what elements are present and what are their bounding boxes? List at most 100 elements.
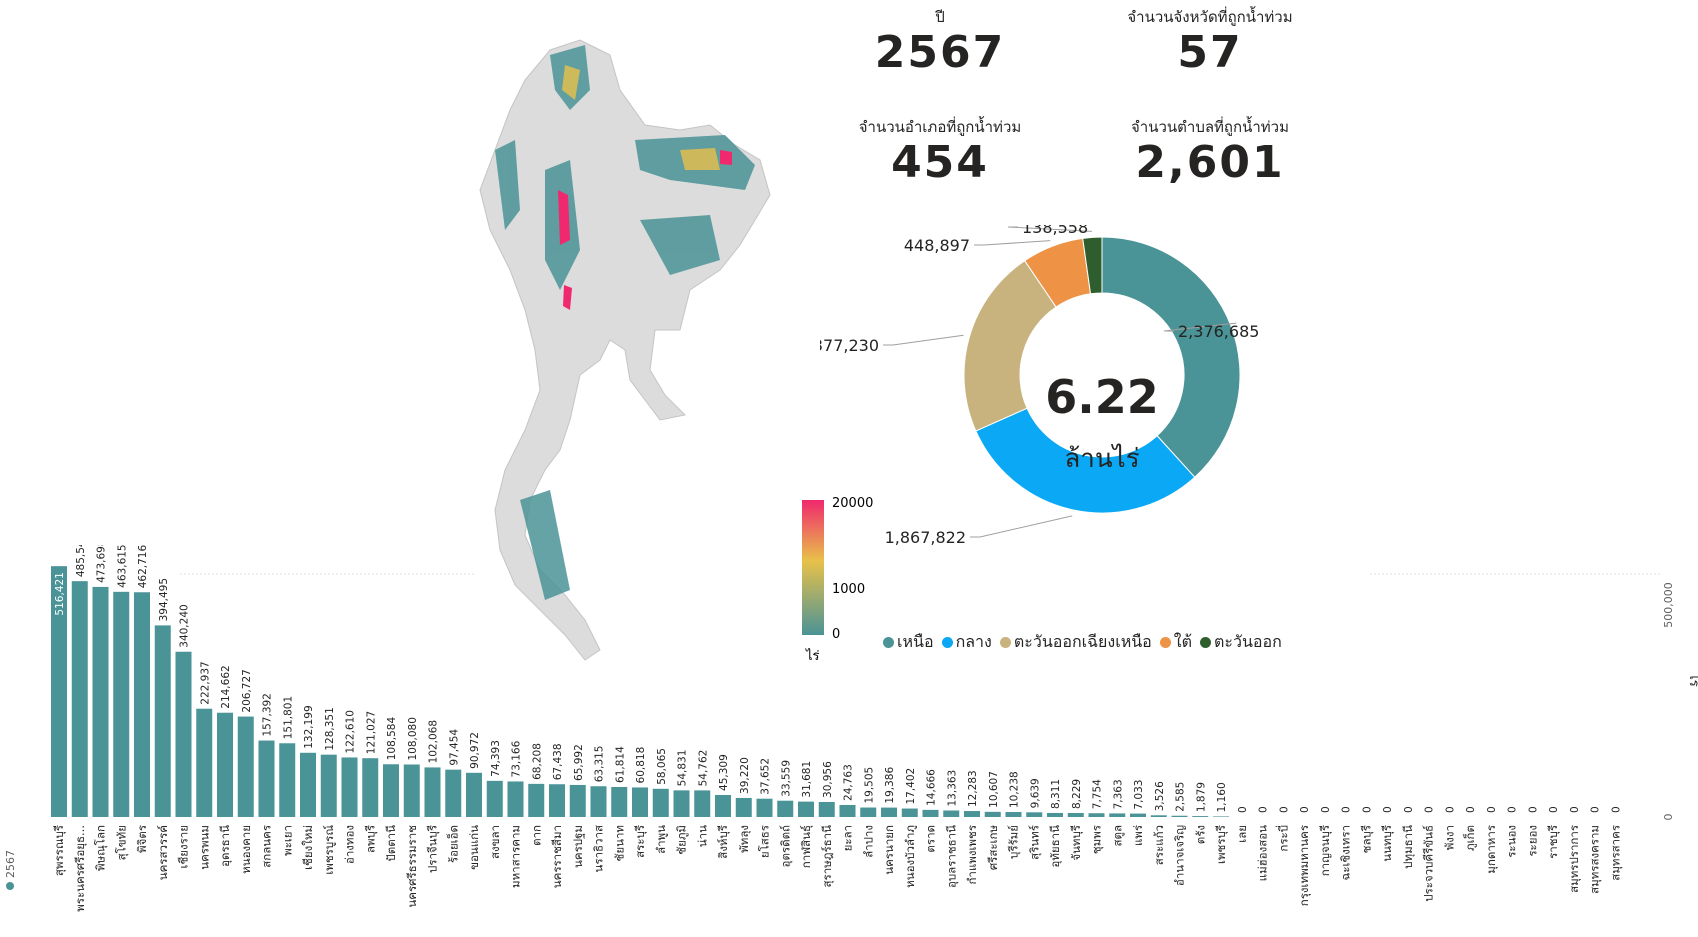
bar[interactable] [694,790,711,817]
bar[interactable] [320,754,337,817]
bar[interactable] [71,581,88,817]
bar-category-label: สระบุรี [633,825,647,858]
bar[interactable] [341,757,358,817]
bar[interactable] [1026,812,1043,817]
bar[interactable] [383,764,399,817]
bar-category-label: หนองบัวลำภู [903,825,917,888]
bar[interactable] [549,784,565,817]
bar[interactable] [445,769,462,817]
bar[interactable] [798,801,814,817]
bar[interactable] [860,807,877,817]
bar-category-label: พระนครศรีอยุธ... [73,825,87,912]
bar-value-label: 0 [1507,806,1519,813]
bar-axis-tick-top: 500,000 [1662,582,1675,628]
bar[interactable] [1192,816,1209,817]
bar[interactable] [735,797,752,817]
bar[interactable] [403,764,420,817]
bar[interactable] [1213,816,1229,817]
kpi-provinces-label: จำนวนจังหวัดที่ถูกน้ำท่วม [1127,8,1293,26]
bar[interactable] [175,651,192,817]
bar-value-label: 8,311 [1050,779,1062,809]
bar[interactable] [217,712,233,817]
bar[interactable] [1130,813,1146,817]
bar-category-label: นครพนม [197,825,211,870]
bar-category-label: ชุมพร [1090,825,1104,854]
bar[interactable] [154,625,171,817]
donut-leader-line [974,240,1051,246]
bar[interactable] [777,800,794,817]
bar[interactable] [113,591,130,817]
bar[interactable] [196,708,213,817]
bar[interactable] [1088,813,1105,817]
bar[interactable] [1171,815,1188,817]
series-tag-label: 2567 [4,850,17,878]
donut-slice[interactable] [1082,236,1103,295]
bar-value-label: 60,818 [635,747,647,784]
legend-item[interactable]: ตะวันออกเฉียงเหนือ [999,630,1152,655]
bar[interactable] [51,566,67,817]
bar[interactable] [652,788,669,817]
bar-category-label: เชียงใหม่ [301,825,315,870]
bar-value-label: 65,992 [573,744,585,781]
bar[interactable] [258,740,275,817]
bar[interactable] [715,794,731,817]
bar[interactable] [466,772,482,817]
bar[interactable] [92,586,109,817]
bar[interactable] [839,804,856,817]
bar[interactable] [486,780,503,817]
bar[interactable] [901,808,918,817]
bar[interactable] [507,781,524,817]
bar[interactable] [590,786,607,817]
bar[interactable] [756,798,773,817]
donut-slice[interactable] [975,407,1196,514]
bar[interactable] [528,783,545,817]
bar[interactable] [424,767,441,817]
bar-category-label: สงขลา [488,825,502,859]
bar[interactable] [611,786,628,817]
bar[interactable] [673,790,690,817]
bar[interactable] [632,787,648,817]
bar[interactable] [1067,813,1084,817]
bar[interactable] [964,811,980,817]
legend-item[interactable]: ใต้ [1159,630,1192,655]
legend-item[interactable]: เหนือ [883,630,934,655]
bar[interactable] [569,784,586,817]
donut-slice[interactable] [1101,236,1241,478]
donut-leader-line [1163,322,1237,332]
province-bar-chart[interactable]: 516,421 485,548 473,698 463,615 462,716 394,4… [0,545,1698,937]
bar-category-label: สมุทรสงคราม [1588,825,1602,894]
bar-value-label: 61,814 [614,746,626,783]
bar[interactable] [134,592,150,817]
bar[interactable] [1150,815,1167,817]
color-scale-bar [802,500,824,635]
bar-value-label: 463,615 [116,545,128,588]
kpi-subdistricts-value: 2,601 [1135,137,1285,188]
bar[interactable] [881,807,897,817]
bar[interactable] [300,752,316,817]
scale-unit: ไร่ [805,648,820,664]
donut-value-label: 448,897 [904,236,970,255]
region-donut-chart[interactable]: 2,376,685 1,867,822 1,377,230 448,897 138,55… [820,225,1360,605]
bar-value-label: 0 [1341,806,1353,813]
bar[interactable] [943,810,960,817]
bar[interactable] [1047,812,1063,817]
map-flood-ne-mid [680,148,720,170]
legend-dot [1200,637,1211,648]
bar[interactable] [1005,812,1022,817]
bar[interactable] [237,716,254,817]
thailand-flood-map[interactable] [470,30,800,690]
bar-category-label: ยโสธร [758,825,772,858]
legend-item[interactable]: กลาง [941,630,992,655]
legend-item[interactable]: ตะวันออก [1200,630,1282,655]
bar-value-label: 97,454 [448,729,460,766]
bar-category-label: ชัยภูมิ [675,825,689,855]
bar[interactable] [922,809,939,817]
map-flood-south [520,490,570,600]
bar[interactable] [362,758,379,817]
bar[interactable] [984,811,1001,817]
bar-category-label: อุบลราชธานี [944,825,958,888]
bar[interactable] [818,801,835,817]
bar[interactable] [1109,813,1126,817]
bar[interactable] [279,743,296,817]
bar-category-label: ลพบุรี [363,825,377,853]
